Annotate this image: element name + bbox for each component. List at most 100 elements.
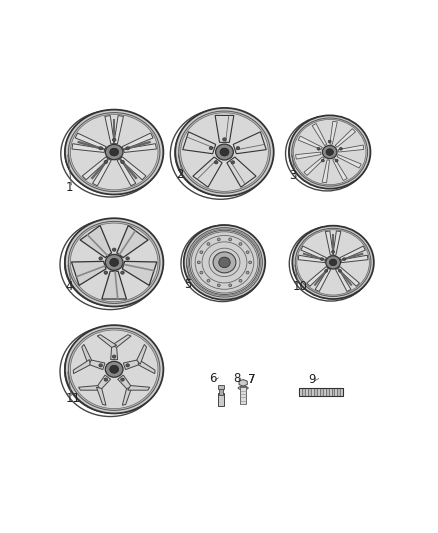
Bar (218, 385, 224, 389)
Polygon shape (120, 157, 146, 180)
Polygon shape (112, 335, 131, 348)
Bar (299, 387, 343, 397)
Ellipse shape (65, 325, 163, 414)
Ellipse shape (110, 259, 119, 266)
Ellipse shape (104, 160, 108, 164)
Polygon shape (341, 255, 368, 263)
Bar (340, 387, 343, 397)
Ellipse shape (332, 251, 335, 253)
Text: 6: 6 (209, 372, 216, 385)
Polygon shape (120, 159, 138, 180)
Polygon shape (102, 271, 127, 299)
Bar (323, 387, 325, 397)
Ellipse shape (217, 238, 220, 241)
Ellipse shape (184, 227, 263, 299)
Bar (337, 387, 340, 397)
Polygon shape (322, 160, 329, 183)
Text: 7: 7 (247, 373, 255, 386)
Ellipse shape (239, 279, 242, 282)
Bar (302, 387, 305, 397)
Polygon shape (215, 116, 234, 142)
Ellipse shape (236, 147, 240, 150)
Ellipse shape (207, 243, 210, 245)
Polygon shape (312, 124, 327, 146)
Ellipse shape (99, 364, 102, 367)
Ellipse shape (126, 257, 129, 260)
Polygon shape (303, 253, 325, 261)
Bar (311, 387, 314, 397)
Polygon shape (298, 136, 322, 149)
Polygon shape (73, 360, 90, 374)
Ellipse shape (293, 119, 366, 184)
Polygon shape (97, 335, 117, 348)
Ellipse shape (110, 148, 119, 156)
Polygon shape (124, 141, 151, 150)
Ellipse shape (68, 221, 160, 303)
Polygon shape (307, 266, 328, 286)
Ellipse shape (64, 221, 160, 306)
Polygon shape (124, 360, 139, 369)
Ellipse shape (239, 243, 242, 245)
Bar (317, 387, 320, 397)
Polygon shape (325, 231, 333, 255)
Ellipse shape (229, 238, 232, 241)
Bar (219, 388, 223, 395)
Ellipse shape (229, 284, 232, 287)
Ellipse shape (71, 223, 158, 302)
Text: 3: 3 (290, 169, 297, 182)
Polygon shape (330, 122, 337, 144)
Text: 4: 4 (66, 280, 73, 293)
Polygon shape (296, 152, 321, 159)
Polygon shape (333, 159, 347, 181)
Polygon shape (111, 346, 117, 360)
Ellipse shape (326, 149, 333, 155)
Polygon shape (114, 116, 124, 144)
Ellipse shape (223, 138, 226, 141)
Polygon shape (128, 385, 150, 390)
Bar (218, 393, 224, 406)
Bar (305, 387, 308, 397)
Polygon shape (335, 128, 356, 147)
Ellipse shape (231, 161, 235, 164)
Ellipse shape (113, 355, 116, 358)
Ellipse shape (238, 386, 248, 390)
Polygon shape (333, 231, 341, 255)
Text: 7: 7 (247, 373, 255, 386)
Ellipse shape (217, 284, 220, 287)
Ellipse shape (321, 258, 323, 261)
Polygon shape (80, 225, 112, 257)
Ellipse shape (113, 248, 116, 251)
Ellipse shape (200, 271, 203, 274)
Ellipse shape (292, 118, 367, 186)
Ellipse shape (65, 110, 163, 195)
Polygon shape (339, 145, 364, 152)
Polygon shape (332, 234, 334, 254)
Bar (332, 387, 335, 397)
Ellipse shape (220, 148, 229, 156)
Bar (320, 387, 323, 397)
Polygon shape (138, 360, 155, 374)
Polygon shape (117, 225, 148, 257)
Ellipse shape (188, 229, 261, 296)
Polygon shape (78, 385, 101, 390)
Ellipse shape (121, 271, 124, 274)
Polygon shape (227, 157, 256, 187)
Ellipse shape (190, 230, 259, 295)
Ellipse shape (71, 114, 158, 190)
Ellipse shape (249, 261, 251, 264)
Polygon shape (338, 268, 353, 286)
Polygon shape (239, 379, 247, 386)
Ellipse shape (110, 365, 119, 373)
Ellipse shape (317, 148, 320, 150)
Polygon shape (82, 157, 109, 180)
Ellipse shape (293, 228, 371, 298)
Ellipse shape (68, 112, 160, 191)
Polygon shape (92, 159, 111, 186)
Ellipse shape (321, 159, 324, 162)
Ellipse shape (246, 251, 249, 254)
Text: 5: 5 (184, 278, 192, 290)
Bar (335, 387, 337, 397)
Polygon shape (341, 253, 364, 261)
Polygon shape (82, 344, 92, 364)
Ellipse shape (209, 147, 213, 150)
